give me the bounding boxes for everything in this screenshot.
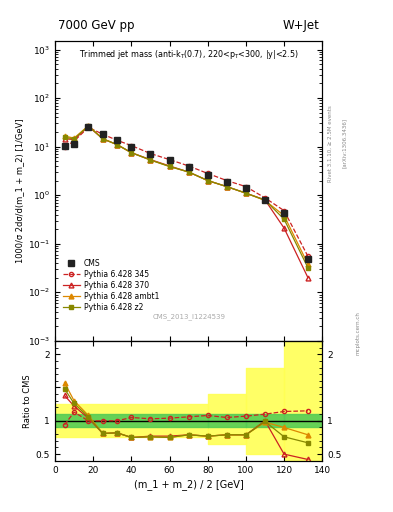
Y-axis label: Ratio to CMS: Ratio to CMS [23, 374, 31, 428]
Text: 7000 GeV pp: 7000 GeV pp [58, 19, 134, 32]
Text: W+Jet: W+Jet [283, 19, 320, 32]
Text: [arXiv:1306.3436]: [arXiv:1306.3436] [342, 118, 347, 168]
Text: mcplots.cern.ch: mcplots.cern.ch [356, 311, 361, 355]
Y-axis label: 1000/σ 2dσ/d(m_1 + m_2) [1/GeV]: 1000/σ 2dσ/d(m_1 + m_2) [1/GeV] [15, 119, 24, 263]
Text: CMS_2013_I1224539: CMS_2013_I1224539 [152, 313, 225, 320]
Text: Rivet 3.1.10, ≥ 2.5M events: Rivet 3.1.10, ≥ 2.5M events [328, 105, 333, 182]
Legend: CMS, Pythia 6.428 345, Pythia 6.428 370, Pythia 6.428 ambt1, Pythia 6.428 z2: CMS, Pythia 6.428 345, Pythia 6.428 370,… [62, 258, 161, 313]
Text: Trimmed jet mass (anti-k$_\mathregular{T}$(0.7), 220<p$_\mathregular{T}$<300, |y: Trimmed jet mass (anti-k$_\mathregular{T… [79, 49, 298, 61]
X-axis label: (m_1 + m_2) / 2 [GeV]: (m_1 + m_2) / 2 [GeV] [134, 479, 244, 490]
